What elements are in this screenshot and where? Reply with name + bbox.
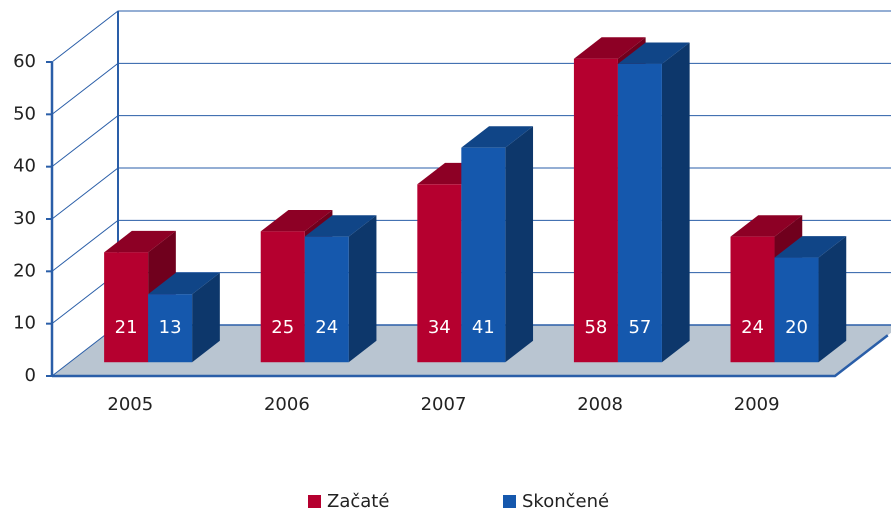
x-axis	[52, 334, 889, 378]
y-tick-label: 40	[13, 156, 36, 177]
x-tick-label: 2008	[577, 394, 623, 415]
legend-swatch	[308, 495, 321, 508]
value-label: 57	[628, 317, 651, 338]
x-tick-label: 2006	[264, 394, 310, 415]
bar-side	[348, 215, 377, 363]
bar	[148, 294, 193, 363]
bar	[461, 147, 506, 363]
value-label: 58	[584, 317, 607, 338]
bar	[774, 257, 819, 363]
bar	[573, 58, 618, 363]
bar-top	[617, 42, 690, 64]
bar-top	[304, 215, 377, 237]
value-label: 24	[315, 317, 338, 338]
y-tick-label: 10	[13, 313, 36, 334]
grid-line	[51, 10, 891, 63]
legend-label: Skončené	[522, 491, 609, 512]
value-label: 13	[159, 317, 182, 338]
bar-top	[260, 209, 333, 232]
y-tick-label: 30	[13, 208, 36, 229]
y-tick-label: 60	[13, 51, 36, 72]
bar	[417, 184, 462, 363]
bar-top	[573, 37, 646, 59]
bar-top	[104, 230, 176, 253]
bar-side	[661, 42, 690, 363]
y-tick-label: 0	[25, 365, 36, 386]
grid-line	[51, 62, 891, 115]
x-tick-label: 2005	[107, 394, 153, 415]
bar	[730, 236, 775, 363]
value-label: 25	[271, 317, 294, 338]
bar-top	[148, 272, 220, 295]
value-label: 34	[428, 317, 451, 338]
bar	[260, 231, 305, 363]
y-tick-label: 20	[13, 260, 36, 281]
legend-swatch	[503, 495, 516, 508]
value-label: 21	[115, 317, 138, 338]
bar-top	[730, 215, 803, 237]
y-tick-label: 50	[13, 103, 36, 124]
bar	[104, 252, 149, 363]
bar-side	[192, 272, 220, 363]
bar-side	[818, 236, 847, 363]
value-label: 24	[741, 317, 764, 338]
bar-top	[461, 126, 534, 148]
bar	[304, 236, 349, 363]
value-label: 41	[472, 317, 495, 338]
value-label: 20	[785, 317, 808, 338]
bar	[617, 63, 662, 363]
x-tick-label: 2007	[421, 394, 467, 415]
legend-label: Začaté	[327, 491, 389, 512]
x-tick-label: 2009	[734, 394, 780, 415]
bar-top	[774, 236, 847, 258]
bar-side	[505, 126, 534, 363]
